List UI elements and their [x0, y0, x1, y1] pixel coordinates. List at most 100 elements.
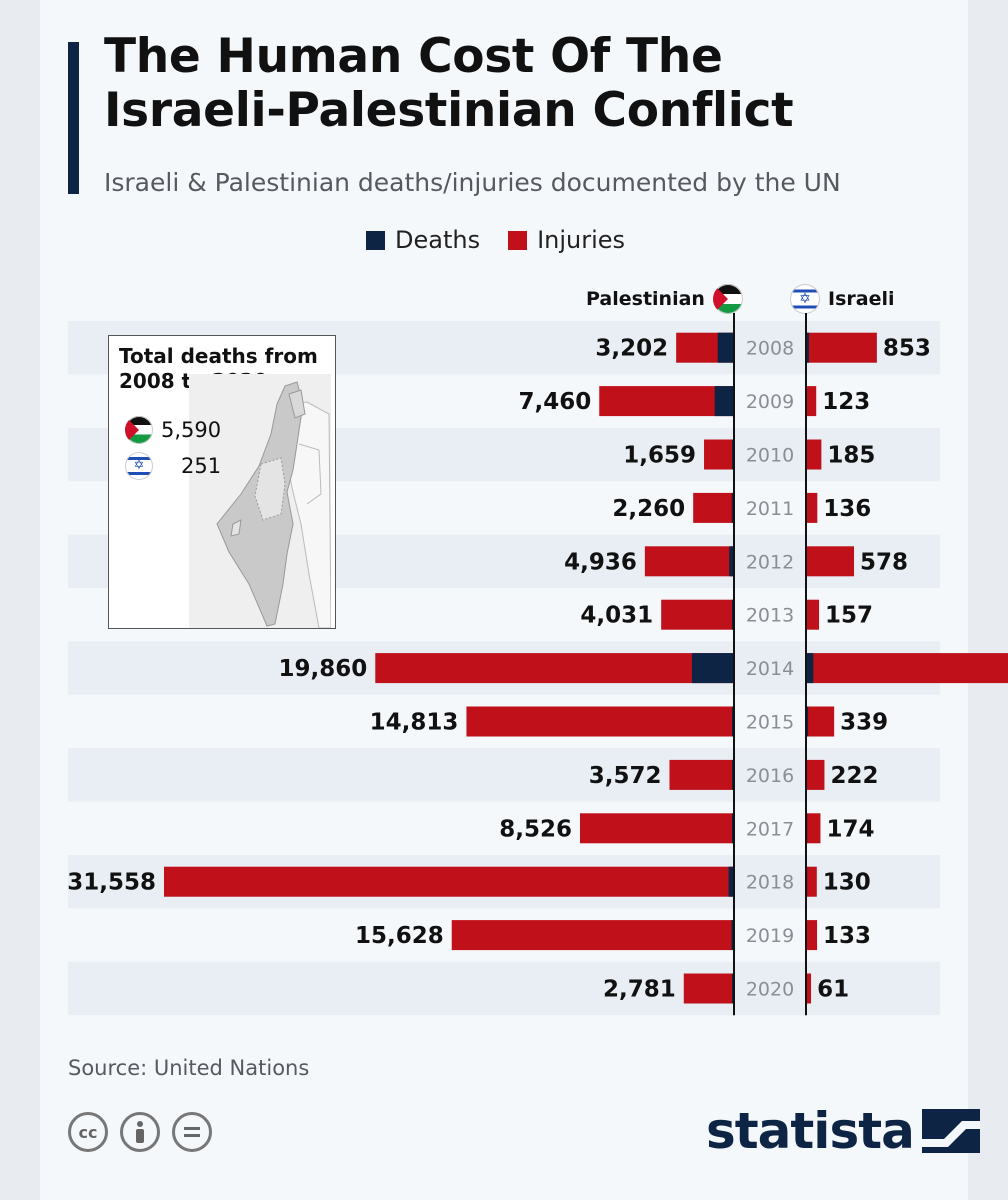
palestinian-injuries-bar	[669, 759, 734, 790]
israeli-value-label: 123	[822, 389, 870, 415]
israeli-injuries-bar	[806, 599, 820, 630]
chart-title: The Human Cost Of The Israeli-Palestinia…	[104, 29, 794, 138]
palestinian-injuries-bar	[451, 920, 734, 951]
israeli-deaths-bar	[806, 653, 814, 684]
israeli-deaths-bar	[806, 706, 809, 737]
creative-commons-icon[interactable]: cc	[68, 1112, 108, 1152]
year-label: 2011	[746, 498, 794, 520]
year-label: 2010	[746, 445, 794, 467]
palestinian-deaths-bar	[729, 546, 734, 577]
israeli-deaths-bar	[806, 332, 809, 363]
palestinian-deaths-bar	[714, 386, 734, 417]
palestinian-value-label: 7,460	[518, 389, 591, 415]
israeli-injuries-bar	[806, 759, 825, 790]
statista-logo[interactable]: statista	[706, 1102, 980, 1160]
israeli-value-label: 339	[840, 710, 888, 736]
inset-palestinian-row: 5,590	[125, 416, 221, 444]
source-note: Source: United Nations	[68, 1056, 310, 1080]
palestinian-header: Palestinian	[586, 284, 743, 314]
title-line-2: Israeli-Palestinian Conflict	[104, 83, 794, 138]
israeli-injuries-bar	[806, 920, 818, 951]
palestinian-deaths-bar	[717, 332, 734, 363]
brand-name: statista	[706, 1102, 915, 1160]
israeli-value-label: 174	[826, 816, 874, 842]
year-label: 2015	[746, 712, 794, 734]
year-label: 2016	[746, 765, 794, 787]
israeli-injuries-bar	[806, 386, 817, 417]
inset-israeli-total: 251	[181, 454, 222, 478]
israeli-value-label: 130	[823, 870, 871, 896]
no-derivatives-icon[interactable]	[172, 1112, 212, 1152]
israeli-value-label: 61	[817, 977, 849, 1003]
palestinian-value-label: 3,572	[589, 763, 662, 789]
palestinian-value-label: 2,781	[603, 977, 676, 1003]
inset-palestinian-flag-icon	[125, 416, 153, 444]
palestinian-injuries-bar	[683, 973, 734, 1004]
year-label: 2017	[746, 818, 794, 840]
attribution-icon[interactable]	[120, 1112, 160, 1152]
palestinian-injuries-bar	[375, 653, 734, 684]
palestinian-value-label: 3,202	[595, 336, 668, 362]
israeli-value-label: 853	[883, 336, 931, 362]
year-label: 2009	[746, 391, 794, 413]
statista-mark-icon	[921, 1109, 980, 1153]
year-label: 2018	[746, 872, 794, 894]
row-band	[68, 961, 940, 1016]
legend-item-deaths: Deaths	[366, 226, 480, 254]
deaths-swatch	[366, 230, 385, 250]
israeli-label: Israeli	[828, 288, 895, 310]
inset-palestinian-total: 5,590	[161, 418, 222, 442]
license-icons: cc	[68, 1112, 212, 1152]
year-label: 2008	[746, 338, 794, 360]
palestinian-value-label: 31,558	[67, 870, 156, 896]
palestinian-injuries-bar	[599, 386, 734, 417]
israel-palestine-map-icon	[189, 374, 331, 628]
israeli-value-label: 133	[823, 923, 871, 949]
row-band	[68, 748, 940, 802]
israeli-injuries-bar	[806, 866, 817, 897]
israeli-injuries-bar	[806, 332, 877, 363]
palestinian-deaths-bar	[731, 920, 734, 951]
israeli-injuries-bar	[806, 492, 818, 523]
israeli-flag-icon: ✡	[790, 284, 820, 314]
palestinian-flag-icon	[712, 284, 743, 314]
inset-title-line-1: Total deaths from	[119, 344, 318, 368]
israeli-injuries-bar	[806, 653, 1008, 684]
legend-item-injuries: Injuries	[508, 226, 625, 254]
year-label: 2013	[746, 605, 794, 627]
chart-subtitle: Israeli & Palestinian deaths/injuries do…	[104, 168, 841, 197]
palestinian-value-label: 8,526	[499, 816, 572, 842]
palestinian-value-label: 2,260	[612, 496, 685, 522]
israeli-value-label: 578	[860, 549, 908, 575]
totals-inset: Total deaths from 2008 to 2020 5,590 ✡ 2…	[108, 335, 336, 629]
israeli-value-label: 222	[830, 763, 878, 789]
israeli-value-label: 157	[825, 603, 873, 629]
palestinian-label: Palestinian	[586, 288, 705, 310]
palestinian-injuries-bar	[466, 706, 734, 737]
injuries-swatch	[508, 230, 528, 250]
title-line-1: The Human Cost Of The	[104, 29, 723, 84]
palestinian-injuries-bar	[580, 813, 734, 844]
palestinian-injuries-bar	[693, 492, 734, 523]
legend: Deaths Injuries	[366, 226, 653, 254]
palestinian-injuries-bar	[704, 439, 734, 470]
palestinian-deaths-bar	[731, 492, 734, 523]
israeli-injuries-bar	[806, 706, 835, 737]
title-accent-bar	[68, 42, 79, 194]
palestinian-injuries-bar	[164, 866, 734, 897]
israeli-injuries-bar	[806, 973, 812, 1004]
palestinian-deaths-bar	[728, 866, 734, 897]
israeli-injuries-bar	[806, 546, 855, 577]
legend-deaths-label: Deaths	[395, 226, 481, 254]
year-label: 2012	[746, 551, 794, 573]
legend-injuries-label: Injuries	[537, 226, 626, 254]
israeli-injuries-bar	[806, 813, 821, 844]
israeli-value-label: 136	[823, 496, 871, 522]
inset-israeli-row: ✡ 251	[125, 452, 221, 480]
israeli-value-label: 185	[827, 443, 875, 469]
israeli-injuries-bar	[806, 439, 822, 470]
palestinian-value-label: 19,860	[279, 656, 368, 682]
year-label: 2019	[746, 925, 794, 947]
israeli-header: ✡ Israeli	[790, 284, 894, 314]
